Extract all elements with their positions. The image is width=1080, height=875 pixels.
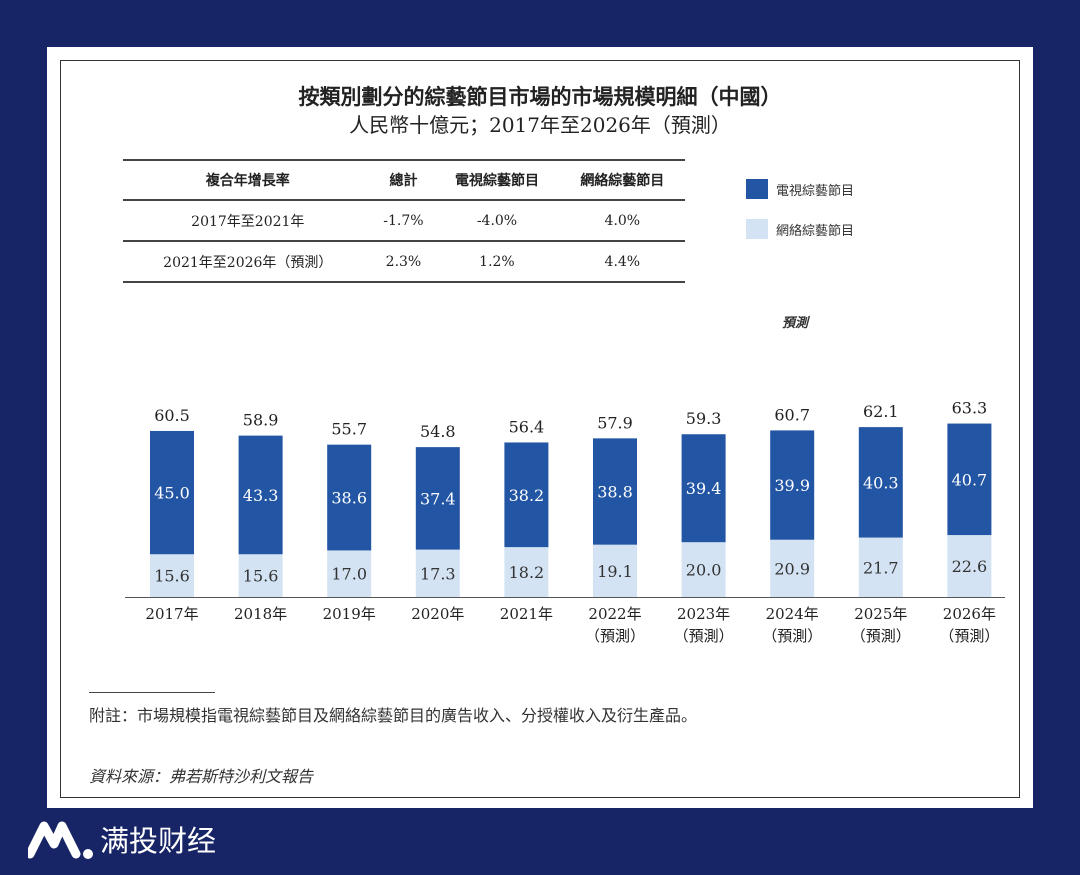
table-cell: 2017年至2021年: [123, 200, 373, 242]
data-label-online: 20.0: [686, 561, 722, 580]
table-header-row: 複合年增長率 總計 電視綜藝節目 網絡綜藝節目: [123, 159, 685, 201]
x-tick-sublabel: （預測）: [674, 627, 734, 645]
table-cell: 2.3%: [372, 241, 435, 283]
bar-tv: [327, 444, 372, 551]
table-cell: -4.0%: [434, 200, 560, 242]
bar-online: [947, 535, 992, 597]
data-label-online: 18.2: [509, 563, 545, 582]
data-label-tv: 43.3: [243, 486, 279, 505]
bar-online: [770, 539, 815, 597]
x-tick-sublabel: （預測）: [851, 627, 911, 645]
bar-online: [858, 537, 903, 597]
bar-online: [238, 554, 283, 597]
legend-swatch: [746, 179, 768, 199]
bar-online: [415, 549, 460, 597]
logo-icon: [28, 821, 93, 859]
bar-tv: [947, 423, 992, 536]
data-label-online: 21.7: [863, 558, 899, 577]
data-label-tv: 39.9: [774, 476, 810, 495]
data-label-tv: 38.8: [597, 483, 633, 502]
data-label-online: 15.6: [154, 567, 190, 586]
legend-label: 網絡綜藝節目: [776, 223, 855, 239]
x-tick-label: 2020年: [411, 605, 464, 623]
bar-online: [681, 542, 726, 597]
data-label-tv: 40.3: [863, 473, 899, 492]
data-label-total: 59.3: [686, 409, 722, 428]
bar-online: [150, 554, 194, 597]
data-label-online: 19.1: [597, 562, 633, 581]
data-label-total: 55.7: [331, 420, 367, 439]
x-tick-label: 2017年: [145, 605, 198, 623]
chart-panel: 按類別劃分的綜藝節目市場的市場規模明細（中國） 人民幣十億元；2017年至202…: [47, 47, 1033, 808]
table-cell: 1.2%: [434, 241, 560, 283]
bar-chart: 15.6 45.0 60.5 2017年 15.6 43.3 58.9 2018年 17.0 38…: [125, 399, 1005, 645]
x-tick-label: 2021年: [500, 605, 553, 623]
bar-tv: [238, 435, 283, 555]
source-note: 資料來源：弗若斯特沙利文報告: [89, 767, 314, 786]
chart-frame: [60, 60, 1020, 798]
data-label-online: 20.9: [774, 559, 810, 578]
x-tick-sublabel: （預測）: [939, 627, 999, 645]
x-tick-sublabel: （預測）: [585, 627, 645, 645]
data-label-total: 60.7: [774, 405, 810, 424]
table-header: 複合年增長率: [123, 159, 373, 201]
bar-tv: [150, 430, 194, 555]
x-tick-label: 2026年: [943, 605, 996, 623]
legend-item-online: 網絡綜藝節目: [746, 219, 854, 239]
table-row: 2021年至2026年（預測） 2.3% 1.2% 4.4%: [123, 241, 685, 283]
table-cell: 4.4%: [559, 241, 685, 283]
data-label-online: 17.3: [420, 564, 456, 583]
bar-tv: [770, 430, 815, 540]
note-divider: [89, 692, 215, 693]
x-tick-label: 2025年: [854, 605, 907, 623]
data-label-tv: 40.7: [952, 470, 988, 489]
data-label-tv: 45.0: [154, 484, 190, 503]
legend-swatch: [746, 219, 768, 239]
chart-subtitle: 人民幣十億元；2017年至2026年（預測）: [349, 113, 731, 137]
table-header: 網絡綜藝節目: [559, 159, 685, 201]
bar-online: [593, 544, 637, 597]
table-header: 電視綜藝節目: [434, 159, 560, 201]
table-row: 2017年至2021年 -1.7% -4.0% 4.0%: [123, 200, 685, 242]
x-tick-sublabel: （預測）: [762, 627, 822, 645]
cagr-table: 複合年增長率 總計 電視綜藝節目 網絡綜藝節目 2017年至2021年 -1.7…: [123, 159, 685, 283]
data-label-online: 15.6: [243, 567, 279, 586]
table-cell: 2021年至2026年（預測）: [123, 241, 373, 283]
data-label-online: 17.0: [331, 565, 367, 584]
x-tick-label: 2018年: [234, 605, 287, 623]
bar-online: [327, 550, 372, 597]
bar-tv: [681, 434, 726, 543]
data-label-total: 58.9: [243, 411, 279, 430]
chart-title: 按類別劃分的綜藝節目市場的市場規模明細（中國）: [298, 85, 782, 109]
data-label-tv: 38.2: [509, 486, 545, 505]
x-tick-label: 2024年: [766, 605, 819, 623]
data-label-total: 62.1: [863, 402, 899, 421]
data-label-total: 56.4: [509, 417, 545, 436]
table-header: 總計: [372, 159, 435, 201]
bar-tv: [858, 427, 903, 538]
x-tick-label: 2023年: [677, 605, 730, 623]
bar-online: [504, 547, 549, 597]
bar-tv: [504, 442, 549, 548]
footnote: 附註：市場規模指電視綜藝節目及網絡綜藝節目的廣告收入、分授權收入及衍生產品。: [89, 706, 698, 725]
legend-label: 電視綜藝節目: [776, 183, 855, 199]
data-label-online: 22.6: [952, 557, 988, 576]
table-cell: 4.0%: [559, 200, 685, 242]
data-label-tv: 38.6: [331, 489, 367, 508]
data-label-total: 60.5: [154, 406, 190, 425]
data-label-total: 57.9: [597, 413, 633, 432]
legend-item-tv: 電視綜藝節目: [746, 179, 854, 199]
bar-tv: [593, 438, 637, 545]
brand-name: 满投财经: [100, 824, 217, 858]
table-cell: -1.7%: [372, 200, 435, 242]
data-label-total: 54.8: [420, 422, 456, 441]
brand-logo: 满投财经: [28, 818, 216, 860]
x-tick-label: 2019年: [323, 605, 376, 623]
data-label-tv: 39.4: [686, 479, 722, 498]
bar-tv: [415, 447, 460, 550]
forecast-label: 預測: [782, 316, 809, 331]
data-label-tv: 37.4: [420, 489, 456, 508]
data-label-total: 63.3: [952, 399, 988, 418]
x-tick-label: 2022年: [588, 605, 641, 623]
